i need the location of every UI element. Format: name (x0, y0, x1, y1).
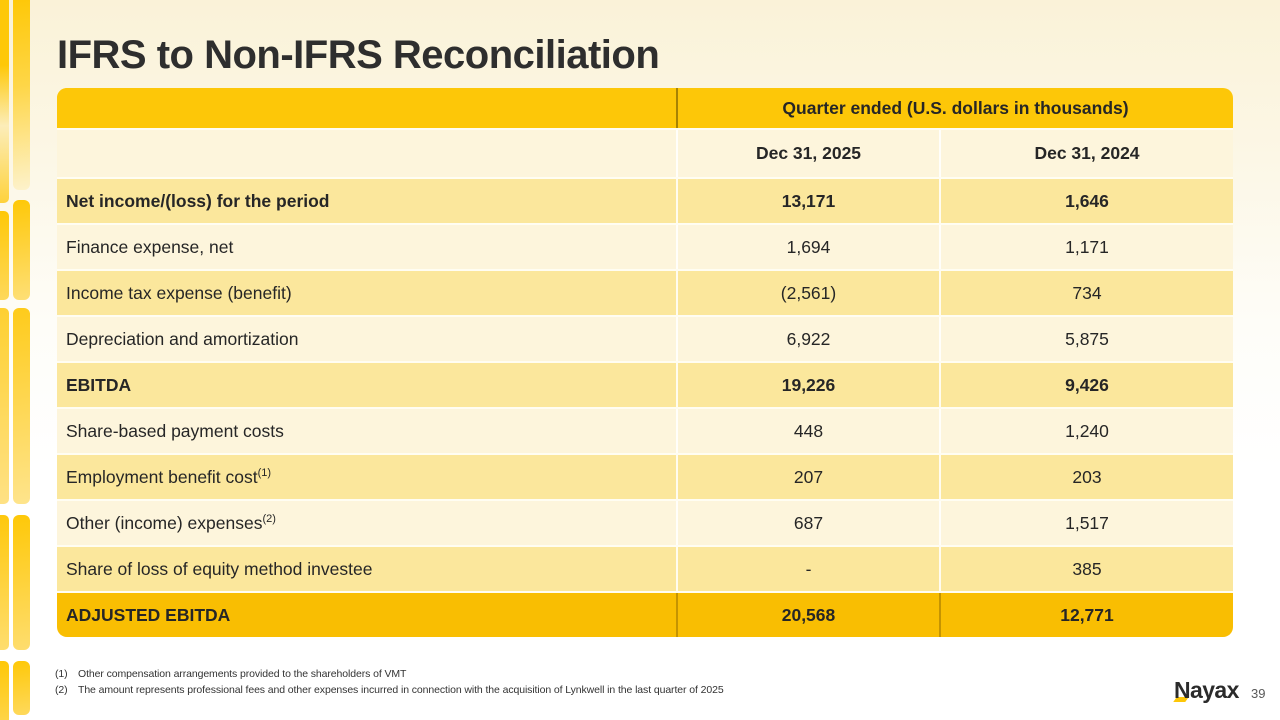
value-cell-2024: 9,426 (939, 363, 1233, 407)
reconciliation-table: Quarter ended (U.S. dollars in thousands… (57, 88, 1233, 637)
table-row-total: ADJUSTED EBITDA 20,568 12,771 (57, 591, 1233, 637)
table-header-label: Quarter ended (U.S. dollars in thousands… (676, 88, 1233, 128)
column-header-2024: Dec 31, 2024 (939, 130, 1233, 177)
left-decor-bar (0, 308, 9, 504)
table-corner-cell (57, 88, 676, 128)
left-decor-bar (13, 0, 30, 190)
column-header-2025: Dec 31, 2025 (676, 130, 939, 177)
value-cell-2024: 1,517 (939, 501, 1233, 545)
row-label: Depreciation and amortization (66, 328, 299, 349)
table-header-row: Quarter ended (U.S. dollars in thousands… (57, 88, 1233, 128)
value-cell-2025: 19,226 (676, 363, 939, 407)
row-label: Income tax expense (benefit) (66, 282, 292, 303)
table-subheader-row: Dec 31, 2025 Dec 31, 2024 (57, 128, 1233, 177)
value-cell-2025: - (676, 547, 939, 591)
table-row: Depreciation and amortization 6,922 5,87… (57, 315, 1233, 361)
row-label: Employment benefit cost(1) (66, 466, 272, 487)
left-decor-bar (13, 661, 30, 715)
footnotes: (1) Other compensation arrangements prov… (55, 666, 724, 698)
value-cell-2024: 1,646 (939, 179, 1233, 223)
row-label: ADJUSTED EBITDA (66, 604, 231, 625)
page-number: 39 (1251, 686, 1266, 701)
footnote-ref: (2) (262, 512, 276, 525)
table-row: Share of loss of equity method investee … (57, 545, 1233, 591)
value-cell-2024: 385 (939, 547, 1233, 591)
row-label: Net income/(loss) for the period (66, 190, 330, 211)
row-label: Other (income) expenses(2) (66, 512, 276, 533)
row-label: Share-based payment costs (66, 420, 284, 441)
value-cell-2024: 5,875 (939, 317, 1233, 361)
value-cell-2024: 1,240 (939, 409, 1233, 453)
footnote-ref: (1) (257, 466, 272, 479)
left-decor-bar (0, 211, 9, 300)
row-label: Share of loss of equity method investee (66, 558, 373, 579)
table-row: Other (income) expenses(2) 687 1,517 (57, 499, 1233, 545)
footnote-1: (1) Other compensation arrangements prov… (55, 666, 724, 682)
table-row: Share-based payment costs 448 1,240 (57, 407, 1233, 453)
footnote-marker: (2) (55, 684, 68, 696)
value-cell-2025: 13,171 (676, 179, 939, 223)
footnote-text: The amount represents professional fees … (78, 684, 724, 696)
table-row: Finance expense, net 1,694 1,171 (57, 223, 1233, 269)
footnote-marker: (1) (55, 668, 68, 680)
value-cell-2025: 20,568 (676, 593, 939, 637)
table-row: Employment benefit cost(1) 207 203 (57, 453, 1233, 499)
value-cell-2025: 6,922 (676, 317, 939, 361)
footnote-2: (2) The amount represents professional f… (55, 682, 724, 698)
left-decor-bar (13, 200, 30, 300)
table-row: Income tax expense (benefit) (2,561) 734 (57, 269, 1233, 315)
left-decor-bar (13, 308, 30, 504)
table-row: EBITDA 19,226 9,426 (57, 361, 1233, 407)
row-label: Finance expense, net (66, 236, 234, 257)
value-cell-2025: 1,694 (676, 225, 939, 269)
value-cell-2024: 734 (939, 271, 1233, 315)
value-cell-2025: (2,561) (676, 271, 939, 315)
left-decor-bar (0, 661, 9, 720)
value-cell-2024: 203 (939, 455, 1233, 499)
table-corner-cell (57, 130, 676, 177)
left-decor-bar (0, 515, 9, 650)
row-label: EBITDA (66, 374, 132, 395)
footnote-text: Other compensation arrangements provided… (78, 668, 407, 680)
left-decor-bar (0, 0, 9, 203)
nayax-logo: Nayax (1173, 677, 1239, 703)
left-decor-bar (13, 515, 30, 650)
value-cell-2024: 1,171 (939, 225, 1233, 269)
value-cell-2025: 207 (676, 455, 939, 499)
value-cell-2024: 12,771 (939, 593, 1233, 637)
value-cell-2025: 448 (676, 409, 939, 453)
table-row: Net income/(loss) for the period 13,171 … (57, 177, 1233, 223)
value-cell-2025: 687 (676, 501, 939, 545)
page-title: IFRS to Non-IFRS Reconciliation (57, 33, 660, 77)
